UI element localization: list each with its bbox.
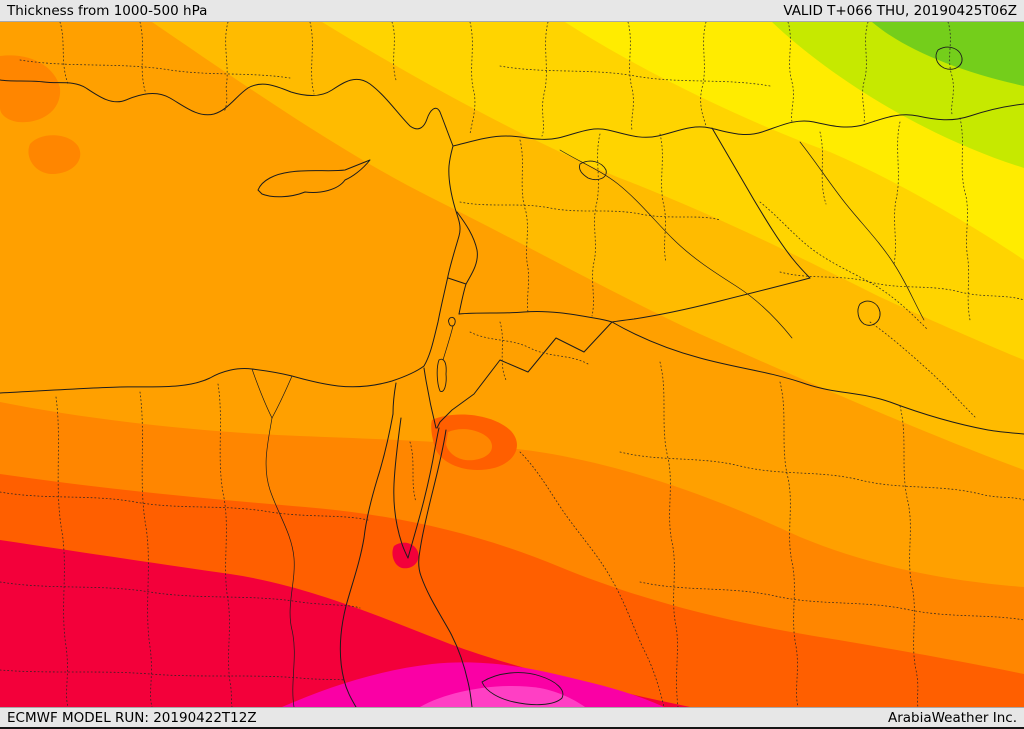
lake-northeast: [935, 46, 963, 70]
border-egypt-israel: [423, 367, 437, 429]
sea-of-galilee: [448, 316, 456, 327]
nile-river: [265, 417, 295, 707]
admin-boundaries-syria: [459, 133, 721, 317]
admin-boundaries-iraq: [759, 117, 1024, 419]
header-bar: Thickness from 1000-500 hPa VALID T+066 …: [0, 0, 1024, 22]
contour-band-pink: [420, 686, 585, 707]
coastline-aqaba-east-saudi: [418, 429, 473, 707]
border-israel-lebanon: [447, 277, 467, 285]
dead-sea: [436, 358, 447, 393]
border-turkey-syria-iraq: [452, 103, 1024, 147]
lake-assad: [579, 160, 607, 181]
border-jordan-saudi: [436, 321, 613, 429]
nile-delta-branch-west: [251, 368, 273, 419]
border-syria-iraq: [711, 127, 811, 279]
euphrates-river: [559, 149, 793, 339]
coastline-cyprus: [257, 159, 371, 198]
contour-pocket-deep-orange-1: [0, 55, 61, 123]
red-sea-island-group: [481, 672, 564, 706]
contour-band-red: [0, 540, 690, 707]
suez-canal: [392, 382, 397, 415]
map-title: Thickness from 1000-500 hPa: [7, 2, 208, 19]
coastline-sinai-west: [393, 417, 409, 559]
admin-boundaries-egypt: [0, 383, 417, 707]
admin-boundaries-saudi: [519, 361, 1024, 707]
border-iraq-saudi: [611, 321, 1024, 435]
coastline-sinai-east: [407, 427, 440, 559]
model-run-label: ECMWF MODEL RUN: 20190422T12Z: [7, 709, 257, 726]
jordan-river: [442, 325, 454, 361]
border-israel-syria-golan: [458, 283, 467, 315]
contour-band-magenta: [282, 662, 664, 707]
coastline-gulf-suez-west-red-sea: [339, 413, 394, 707]
footer-bar: ECMWF MODEL RUN: 20190422T12Z ArabiaWeat…: [0, 707, 1024, 729]
nile-delta-branch-east: [271, 375, 293, 419]
border-jordan-syria: [458, 310, 613, 323]
border-lebanon-syria: [456, 211, 478, 285]
lake-tharthar: [857, 300, 881, 326]
contour-pocket-red-orange-core: [446, 429, 493, 461]
thickness-map: [0, 22, 1024, 707]
border-iraq-jordan: [611, 277, 811, 323]
branding-label: ArabiaWeather Inc.: [887, 709, 1017, 726]
admin-boundaries-jordan: [469, 321, 589, 381]
tigris-river: [799, 141, 925, 321]
contour-pocket-red-sinai: [392, 542, 419, 569]
map-canvas: [0, 22, 1024, 707]
admin-boundaries-turkey: [19, 22, 954, 137]
contour-pocket-deep-orange-2: [28, 135, 81, 174]
valid-time-label: VALID T+066 THU, 20190425T06Z: [783, 2, 1017, 19]
